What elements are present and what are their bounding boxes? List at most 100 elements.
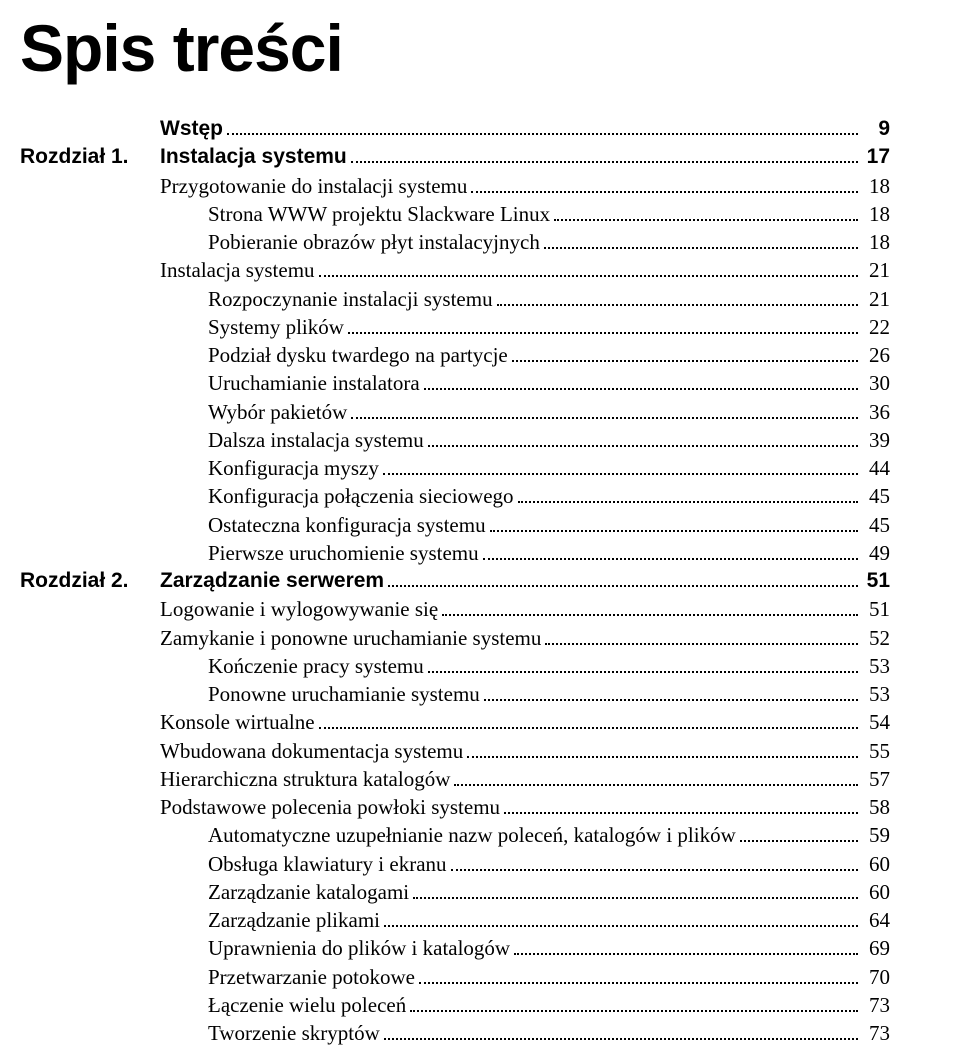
- toc-page-number: 36: [862, 399, 890, 425]
- toc-leader: [428, 445, 858, 447]
- toc-leader: [351, 161, 858, 163]
- toc-leader: [383, 473, 858, 475]
- toc-leader: [512, 360, 858, 362]
- toc-entry-title: Hierarchiczna struktura katalogów: [160, 766, 450, 792]
- toc-entry-title: Dalsza instalacja systemu: [160, 427, 424, 453]
- toc-leader: [497, 304, 858, 306]
- toc-entry-row: Pobieranie obrazów płyt instalacyjnych18: [160, 229, 890, 255]
- toc-entry-row: Konsole wirtualne54: [160, 709, 890, 735]
- toc-page-number: 18: [862, 201, 890, 227]
- toc-entry-title: Ponowne uruchamianie systemu: [160, 681, 480, 707]
- toc-leader: [424, 388, 858, 390]
- toc-leader: [227, 133, 858, 135]
- toc-entry-row: Rozpoczynanie instalacji systemu21: [160, 286, 890, 312]
- toc-page-number: 21: [862, 257, 890, 283]
- toc-page-number: 30: [862, 370, 890, 396]
- toc-entry-row: Strona WWW projektu Slackware Linux 18: [160, 201, 890, 227]
- toc-leader: [483, 558, 858, 560]
- toc-leader: [419, 982, 858, 984]
- toc-page-number: 53: [862, 653, 890, 679]
- toc-leader: [504, 812, 858, 814]
- toc-entry-title: Konfiguracja myszy: [160, 455, 379, 481]
- toc: .Wstęp9Rozdział 1.Instalacja systemu17Pr…: [20, 116, 890, 1046]
- toc-page-number: 55: [862, 738, 890, 764]
- toc-leader: [545, 643, 858, 645]
- toc-entry-row: Wybór pakietów 36: [160, 399, 890, 425]
- toc-entry-title: Wstęp: [160, 116, 223, 142]
- toc-entry-title: Obsługa klawiatury i ekranu: [160, 851, 447, 877]
- toc-entry-row: Tworzenie skryptów73: [160, 1020, 890, 1046]
- toc-entry-title: Ostateczna konfiguracja systemu: [160, 512, 486, 538]
- toc-entry-title: Wybór pakietów: [160, 399, 347, 425]
- toc-leader: [384, 925, 858, 927]
- toc-entry-row: Logowanie i wylogowywanie się51: [160, 596, 890, 622]
- toc-page-number: 69: [862, 935, 890, 961]
- toc-leader: [544, 247, 858, 249]
- toc-entry-title: Zarządzanie plikami: [160, 907, 380, 933]
- toc-page-number: 45: [862, 483, 890, 509]
- toc-entry-title: Instalacja systemu: [160, 257, 315, 283]
- toc-page-number: 49: [862, 540, 890, 566]
- toc-page-number: 51: [862, 568, 890, 594]
- toc-page-number: 64: [862, 907, 890, 933]
- toc-entry-row: Obsługa klawiatury i ekranu60: [160, 851, 890, 877]
- toc-page-number: 60: [862, 879, 890, 905]
- toc-page-number: 51: [862, 596, 890, 622]
- toc-entry-title: Łączenie wielu poleceń: [160, 992, 406, 1018]
- toc-page-number: 73: [862, 992, 890, 1018]
- toc-leader: [413, 897, 858, 899]
- toc-entry-title: Pierwsze uruchomienie systemu: [160, 540, 479, 566]
- toc-leader: [518, 501, 858, 503]
- toc-entry-title: Podział dysku twardego na partycje: [160, 342, 508, 368]
- toc-leader: [740, 840, 858, 842]
- toc-entry-title: Konfiguracja połączenia sieciowego: [160, 483, 514, 509]
- toc-entry-title: Zarządzanie katalogami: [160, 879, 409, 905]
- toc-entry-title: Konsole wirtualne: [160, 709, 315, 735]
- toc-entry-title: Wbudowana dokumentacja systemu: [160, 738, 463, 764]
- toc-entry-row: Ostateczna konfiguracja systemu 45: [160, 512, 890, 538]
- toc-leader: [514, 953, 858, 955]
- toc-entry-row: Łączenie wielu poleceń 73: [160, 992, 890, 1018]
- toc-entry-row: Konfiguracja połączenia sieciowego 45: [160, 483, 890, 509]
- toc-page-number: 9: [862, 116, 890, 142]
- toc-entry-title: Kończenie pracy systemu: [160, 653, 424, 679]
- toc-leader: [451, 869, 858, 871]
- toc-entry-row: Pierwsze uruchomienie systemu 49: [160, 540, 890, 566]
- toc-chapter-row: .Wstęp9: [20, 116, 890, 142]
- toc-entry-row: Hierarchiczna struktura katalogów57: [160, 766, 890, 792]
- toc-entry-row: Przygotowanie do instalacji systemu 18: [160, 173, 890, 199]
- toc-leader: [351, 417, 858, 419]
- toc-leader: [454, 784, 858, 786]
- toc-chapter-row: Rozdział 2.Zarządzanie serwerem51: [20, 568, 890, 594]
- toc-entry-row: Zamykanie i ponowne uruchamianie systemu…: [160, 625, 890, 651]
- toc-entry-title: Automatyczne uzupełnianie nazw poleceń, …: [160, 822, 736, 848]
- toc-entry-row: Automatyczne uzupełnianie nazw poleceń, …: [160, 822, 890, 848]
- toc-entry-row: Instalacja systemu 21: [160, 257, 890, 283]
- toc-entry-title: Uprawnienia do plików i katalogów: [160, 935, 510, 961]
- toc-entry-title: Zamykanie i ponowne uruchamianie systemu: [160, 625, 541, 651]
- toc-page-number: 53: [862, 681, 890, 707]
- toc-entry-row: Konfiguracja myszy44: [160, 455, 890, 481]
- toc-leader: [442, 614, 858, 616]
- toc-leader: [319, 275, 858, 277]
- toc-leader: [484, 699, 858, 701]
- toc-chapter-row: Rozdział 1.Instalacja systemu17: [20, 144, 890, 170]
- toc-page-number: 18: [862, 173, 890, 199]
- toc-entry-title: Strona WWW projektu Slackware Linux: [160, 201, 550, 227]
- toc-entry-title: Przygotowanie do instalacji systemu: [160, 173, 467, 199]
- toc-leader: [467, 756, 858, 758]
- toc-entry-row: Wbudowana dokumentacja systemu 55: [160, 738, 890, 764]
- toc-entry-row: Podstawowe polecenia powłoki systemu58: [160, 794, 890, 820]
- chapter-label: Rozdział 1.: [20, 144, 160, 170]
- toc-entry-title: Instalacja systemu: [160, 144, 347, 170]
- page-title: Spis treści: [20, 10, 890, 86]
- toc-page-number: 21: [862, 286, 890, 312]
- toc-page-number: 45: [862, 512, 890, 538]
- toc-entry-row: Zarządzanie plikami 64: [160, 907, 890, 933]
- toc-page-number: 73: [862, 1020, 890, 1046]
- toc-entry-row: Kończenie pracy systemu 53: [160, 653, 890, 679]
- toc-page-number: 59: [862, 822, 890, 848]
- toc-entry-title: Pobieranie obrazów płyt instalacyjnych: [160, 229, 540, 255]
- toc-page-number: 58: [862, 794, 890, 820]
- toc-page-number: 22: [862, 314, 890, 340]
